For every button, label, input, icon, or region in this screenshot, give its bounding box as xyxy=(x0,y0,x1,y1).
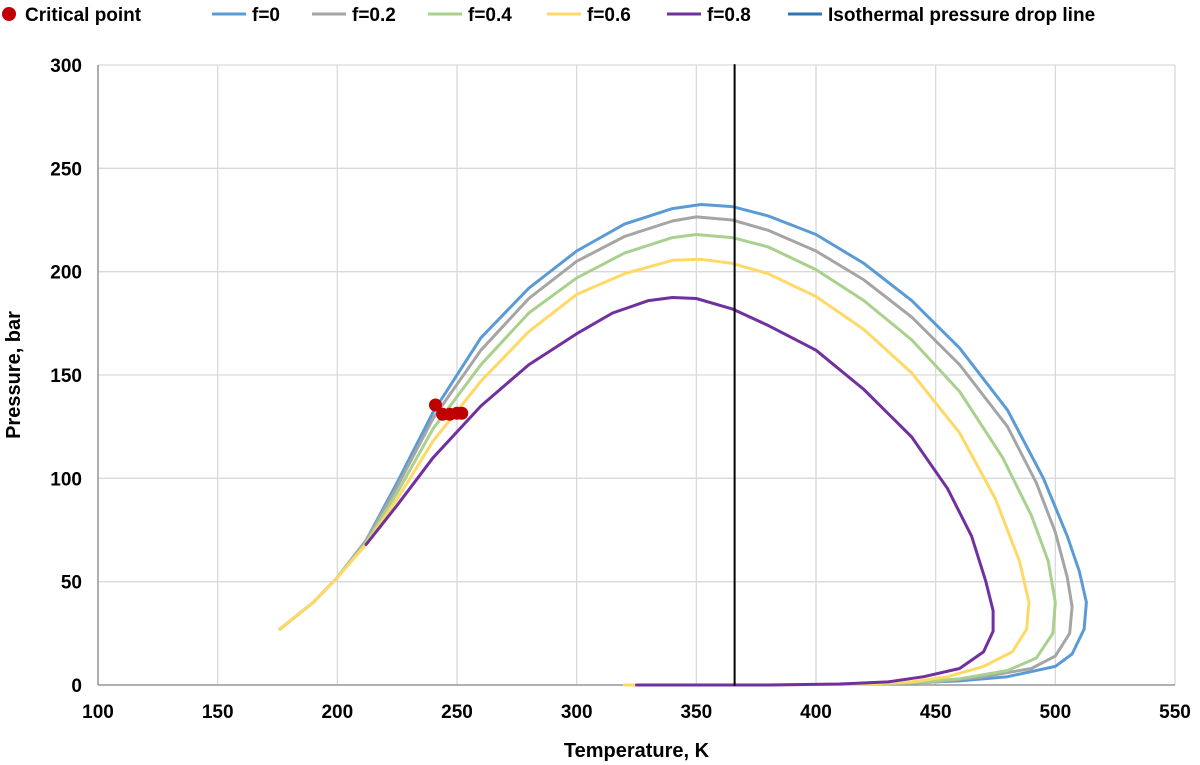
x-tick-label: 450 xyxy=(920,702,952,723)
legend-label: f=0.8 xyxy=(707,5,751,26)
y-tick-label: 200 xyxy=(50,263,82,284)
x-tick-label: 100 xyxy=(82,702,114,723)
y-tick-label: 50 xyxy=(61,573,82,594)
x-tick-label: 200 xyxy=(321,702,353,723)
x-tick-label: 250 xyxy=(441,702,473,723)
y-tick-label: 300 xyxy=(50,56,82,77)
legend-marker-critical-point xyxy=(2,7,16,21)
x-tick-label: 400 xyxy=(800,702,832,723)
series-line-f-0-4 xyxy=(278,233,1057,686)
y-tick-label: 100 xyxy=(50,469,82,490)
series-line-f-0-2 xyxy=(278,215,1074,686)
legend-label-critical-point: Critical point xyxy=(25,5,142,26)
y-axis-title: Pressure, bar xyxy=(3,311,25,439)
series-line-f-0-8 xyxy=(364,296,995,687)
y-tick-label: 0 xyxy=(71,676,82,697)
legend-label: f=0 xyxy=(252,5,280,26)
x-tick-label: 500 xyxy=(1039,702,1071,723)
critical-points xyxy=(428,398,469,421)
series-line-f-0-6 xyxy=(278,257,1031,687)
x-tick-label: 300 xyxy=(561,702,593,723)
grid xyxy=(97,64,1176,686)
x-tick-label: 150 xyxy=(202,702,234,723)
legend: Critical point f=0 f=0.2 f=0.4 f=0.6 f=0.8 Iso… xyxy=(2,5,1095,26)
legend-label: f=0.4 xyxy=(468,5,512,26)
y-tick-label: 250 xyxy=(50,159,82,180)
legend-label: f=0.6 xyxy=(587,5,631,26)
x-axis-title: Temperature, K xyxy=(564,740,710,762)
x-tick-label: 550 xyxy=(1159,702,1191,723)
critical-point-marker xyxy=(428,398,442,412)
y-tick-label: 150 xyxy=(50,366,82,387)
series-line-f-0 xyxy=(278,203,1088,686)
legend-label: Isothermal pressure drop line xyxy=(828,5,1095,26)
tick-labels: 100 150 200 250 300 350 400 450 500 550 0 50 100 150 2… xyxy=(50,56,1191,723)
series-lines xyxy=(278,64,1088,687)
legend-label: f=0.2 xyxy=(352,5,396,26)
critical-point-marker xyxy=(455,406,469,420)
x-tick-label: 350 xyxy=(680,702,712,723)
